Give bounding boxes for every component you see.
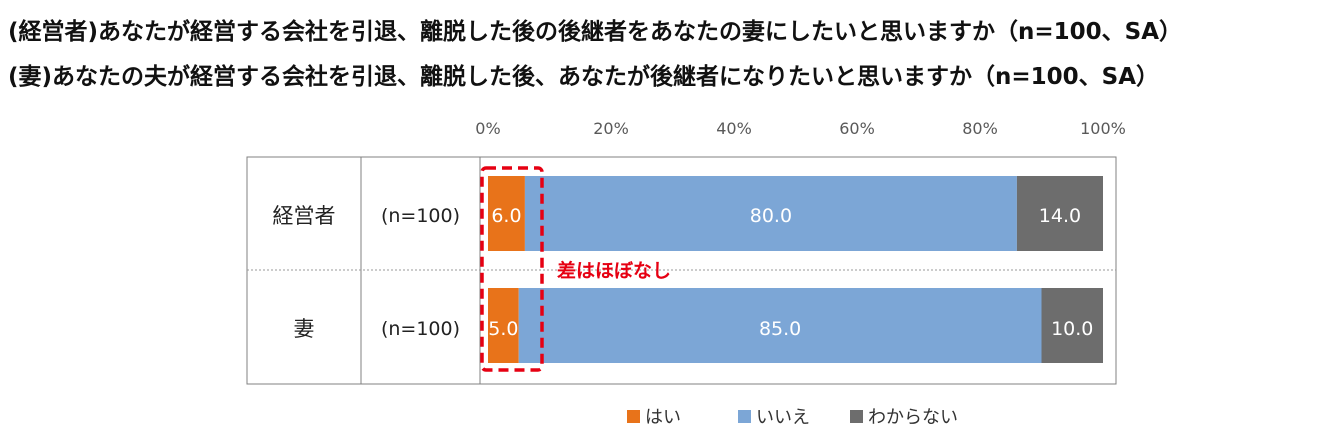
bar-segment (488, 288, 519, 363)
bar-segment (1041, 288, 1103, 363)
bar-segment (488, 176, 525, 251)
legend-swatch (850, 410, 863, 423)
x-tick-label: 80% (962, 119, 998, 138)
legend-swatch (627, 410, 640, 423)
legend-label: わからない (868, 407, 958, 428)
x-tick-label: 60% (839, 119, 875, 138)
bar-segment (1016, 176, 1103, 251)
bar-segment (518, 288, 1042, 363)
x-tick-label: 0% (475, 119, 500, 138)
data-label: 10.0 (1051, 318, 1093, 340)
n-label: (n=100) (381, 205, 460, 227)
legend-label: いいえ (756, 407, 810, 428)
category-label: 妻 (294, 317, 315, 341)
legend-label: はい (645, 407, 681, 428)
data-label: 6.0 (491, 205, 521, 227)
annotation-text: 差はほぼなし (557, 259, 671, 282)
data-label: 80.0 (750, 205, 792, 227)
chart-title-line-1: (経営者)あなたが経営する会社を引退、離脱した後の後継者をあなたの妻にしたいと思… (8, 19, 1183, 45)
x-tick-label: 40% (716, 119, 752, 138)
category-label: 経営者 (273, 204, 336, 228)
x-tick-label: 100% (1080, 119, 1126, 138)
data-label: 5.0 (488, 318, 518, 340)
highlight-box (480, 166, 544, 372)
data-label: 85.0 (759, 318, 801, 340)
legend-swatch (738, 410, 751, 423)
data-label: 14.0 (1039, 205, 1081, 227)
x-tick-label: 20% (593, 119, 629, 138)
chart-title-line-2: (妻)あなたの夫が経営する会社を引退、離脱した後、あなたが後継者になりたいと思い… (8, 64, 1160, 90)
n-label: (n=100) (381, 318, 460, 340)
bar-segment (524, 176, 1017, 251)
